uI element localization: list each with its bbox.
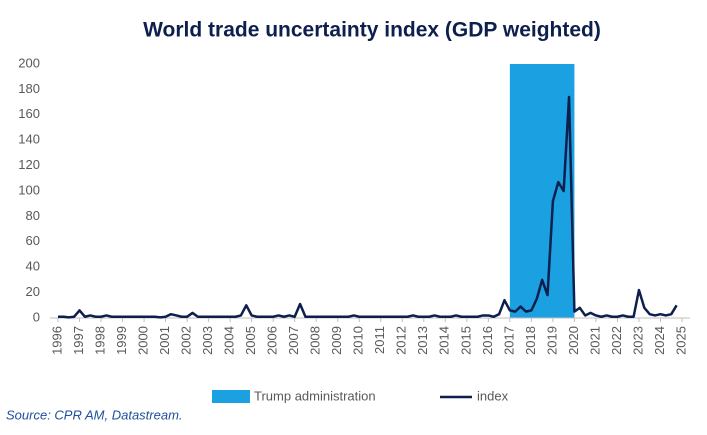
x-tick-label: 2004 (222, 326, 237, 355)
x-tick-label: 2015 (458, 326, 473, 355)
source-note: Source: CPR AM, Datastream. (6, 407, 183, 422)
x-tick-label: 2003 (200, 326, 215, 355)
x-tick-label: 2005 (243, 326, 258, 355)
x-tick-label: 2010 (351, 326, 366, 355)
x-tick-label: 2001 (157, 326, 172, 355)
x-tick-label: 2022 (609, 326, 624, 355)
x-tick-label: 2017 (501, 326, 516, 355)
x-tick-label: 2011 (372, 326, 387, 354)
x-tick-label: 2013 (415, 326, 430, 355)
x-tick-label: 1998 (92, 326, 107, 355)
y-tick-label: 180 (18, 81, 40, 96)
x-tick-label: 2020 (566, 326, 581, 355)
x-tick-label: 2007 (286, 326, 301, 355)
line-series (58, 95, 678, 319)
y-tick-label: 40 (26, 259, 40, 274)
legend-swatch (212, 390, 250, 403)
x-tick-label: 2023 (630, 326, 645, 355)
x-tick-label: 1999 (114, 326, 129, 355)
x-tick-label: 2014 (437, 326, 452, 355)
x-tick-label: 1996 (49, 326, 64, 355)
x-tick-label: 2019 (544, 326, 559, 355)
chart-title: World trade uncertainty index (GDP weigh… (143, 19, 601, 42)
y-tick-label: 160 (18, 106, 40, 121)
x-tick-label: 2008 (308, 326, 323, 355)
y-tick-label: 20 (26, 284, 40, 299)
y-tick-label: 100 (18, 182, 40, 197)
x-tick-label: 2025 (673, 326, 688, 355)
x-tick-label: 2018 (523, 326, 538, 355)
x-tick-label: 2000 (136, 326, 151, 355)
x-tick-label: 2009 (329, 326, 344, 355)
x-tick-label: 1997 (71, 326, 86, 355)
x-tick-label: 2006 (265, 326, 280, 355)
legend-label: index (477, 388, 509, 403)
y-tick-label: 120 (18, 157, 40, 172)
y-tick-label: 0 (33, 309, 40, 324)
y-tick-label: 80 (26, 208, 40, 223)
y-tick-label: 200 (18, 55, 40, 70)
y-tick-label: 60 (26, 233, 40, 248)
x-tick-label: 2002 (179, 326, 194, 355)
x-tick-label: 2021 (587, 326, 602, 355)
x-tick-label: 2024 (652, 326, 667, 355)
x-tick-label: 2016 (480, 326, 495, 355)
legend-label: Trump administration (254, 388, 376, 403)
y-tick-label: 140 (18, 132, 40, 147)
x-tick-label: 2012 (394, 326, 409, 355)
